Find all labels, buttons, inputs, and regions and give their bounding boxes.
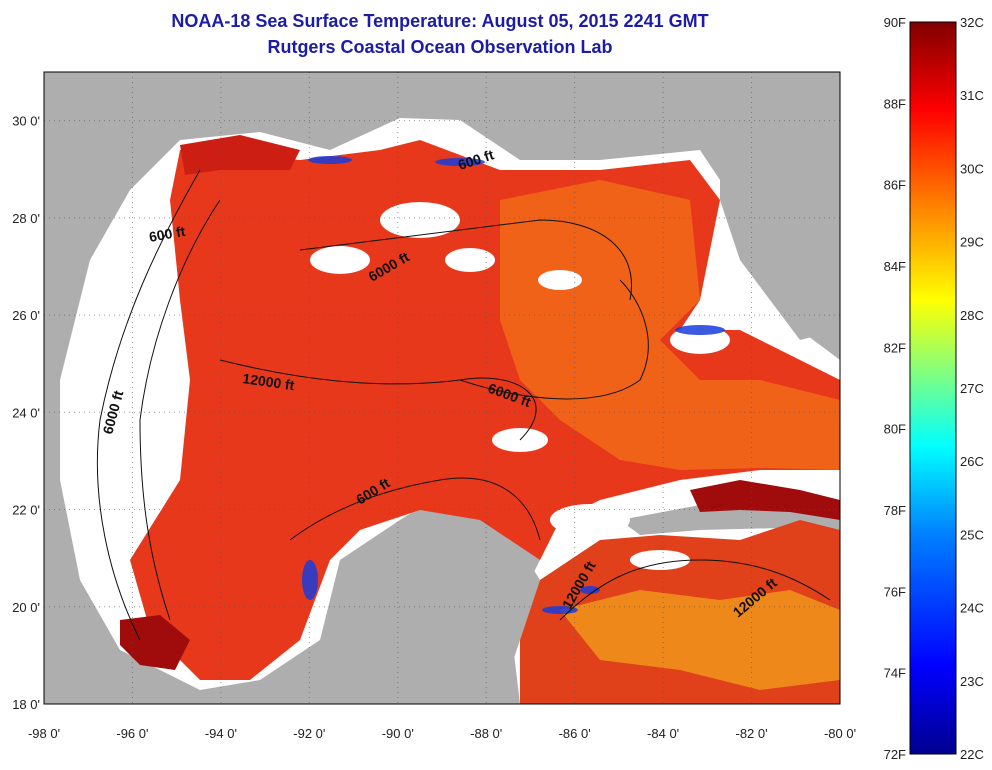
- colorbar-c-label: 32C: [960, 15, 984, 30]
- contour-6000ft-west: [139, 199, 221, 621]
- colorbar-c-label: 24C: [960, 601, 984, 616]
- map-area: [44, 72, 840, 704]
- lon-tick-label: -84 0': [647, 726, 679, 741]
- map-gridlines: [44, 72, 840, 704]
- lon-tick-label: -94 0': [205, 726, 237, 741]
- colorbar-gradient: [909, 21, 957, 755]
- lat-tick-label: 30 0': [12, 114, 40, 129]
- lat-tick-label: 18 0': [12, 697, 40, 712]
- colorbar-f-label: 76F: [884, 584, 906, 599]
- lat-tick-label: 26 0': [12, 308, 40, 323]
- colorbar-c-label: 28C: [960, 308, 984, 323]
- colorbar-celsius-labels: 32C 31C 30C 29C 28C 27C 26C 25C 24C 23C 22C: [960, 15, 984, 762]
- lon-tick-label: -96 0': [116, 726, 148, 741]
- colorbar-c-label: 22C: [960, 747, 984, 762]
- colorbar-f-label: 74F: [884, 666, 906, 681]
- title-line-1: NOAA-18 Sea Surface Temperature: August …: [171, 11, 709, 31]
- lat-tick-label: 22 0': [12, 503, 40, 518]
- cold-fringe: [302, 156, 725, 614]
- colorbar-c-label: 27C: [960, 381, 984, 396]
- lat-tick-label: 28 0': [12, 211, 40, 226]
- colorbar-fahrenheit-labels: 90F 88F 86F 84F 82F 80F 78F 76F 74F 72F: [884, 15, 906, 762]
- contour-600ft-yucatan: [289, 477, 541, 541]
- map-title: NOAA-18 Sea Surface Temperature: August …: [40, 8, 840, 60]
- sst-orange-band: [500, 180, 840, 470]
- lon-tick-label: -90 0': [382, 726, 414, 741]
- yucatan-land: [330, 540, 540, 704]
- lon-tick-label: -82 0': [735, 726, 767, 741]
- colorbar-c-label: 31C: [960, 88, 984, 103]
- latitude-axis: 30 0' 28 0' 26 0' 24 0' 22 0' 20 0' 18 0': [12, 114, 40, 712]
- contour-12000ft: [219, 359, 537, 441]
- lon-tick-label: -92 0': [293, 726, 325, 741]
- sst-caribbean-orange: [560, 590, 840, 690]
- colorbar-c-label: 30C: [960, 161, 984, 176]
- contour-12000ft-caribbean: [559, 559, 831, 621]
- contour-label-12000ft: 12000 ft: [242, 370, 296, 393]
- contour-6000ft-north: [299, 219, 632, 301]
- sst-north-coast: [180, 135, 300, 175]
- sst-hot-campeche: [120, 615, 190, 670]
- florida-land: [720, 72, 840, 340]
- colorbar-f-label: 80F: [884, 422, 906, 437]
- lon-tick-label: -80 0': [824, 726, 856, 741]
- lon-tick-label: -86 0': [559, 726, 591, 741]
- bathymetry-contours: [96, 169, 831, 641]
- sst-hot-cuba: [690, 480, 840, 520]
- longitude-axis: -98 0' -96 0' -94 0' -92 0' -90 0' -88 0' -86 …: [28, 726, 856, 741]
- contour-label-600ft-west: 600 ft: [148, 223, 187, 245]
- colorbar-c-label: 26C: [960, 454, 984, 469]
- colorbar-c-label: 29C: [960, 235, 984, 250]
- colorbar-f-label: 84F: [884, 259, 906, 274]
- colorbar-f-label: 82F: [884, 340, 906, 355]
- colorbar-c-label: 25C: [960, 527, 984, 542]
- lat-tick-label: 20 0': [12, 600, 40, 615]
- colorbar-f-label: 86F: [884, 178, 906, 193]
- colorbar-f-label: 90F: [884, 15, 906, 30]
- lat-tick-label: 24 0': [12, 405, 40, 420]
- colorbar-f-label: 88F: [884, 96, 906, 111]
- colorbar-f-label: 72F: [884, 747, 906, 762]
- colorbar: 90F 88F 86F 84F 82F 80F 78F 76F 74F 72F 32C 31C 30C…: [884, 15, 984, 762]
- colorbar-f-label: 78F: [884, 503, 906, 518]
- title-line-2: Rutgers Coastal Ocean Observation Lab: [267, 37, 613, 57]
- contour-600ft-west: [96, 169, 201, 641]
- colorbar-c-label: 23C: [960, 674, 984, 689]
- lon-tick-label: -98 0': [28, 726, 60, 741]
- contour-6000ft-east: [459, 279, 649, 400]
- map-frame: [43, 71, 841, 705]
- lon-tick-label: -88 0': [470, 726, 502, 741]
